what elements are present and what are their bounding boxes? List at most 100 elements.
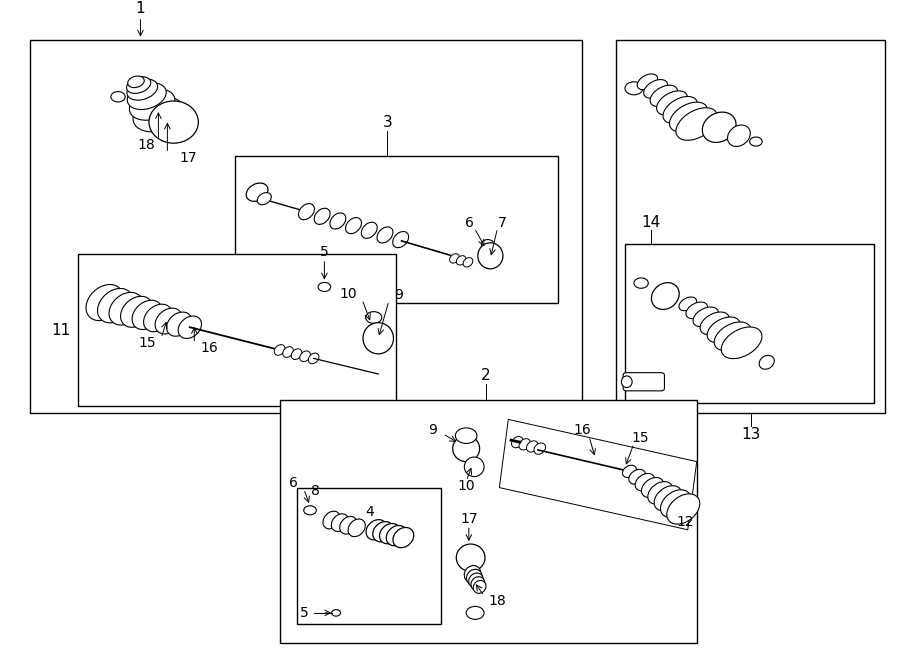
Text: 7: 7 xyxy=(498,215,507,230)
Circle shape xyxy=(304,506,316,515)
Ellipse shape xyxy=(166,312,192,336)
Ellipse shape xyxy=(380,524,400,544)
Ellipse shape xyxy=(661,490,690,518)
Ellipse shape xyxy=(330,213,346,229)
Text: 10: 10 xyxy=(457,479,475,493)
Text: 5: 5 xyxy=(320,245,328,259)
Ellipse shape xyxy=(715,322,752,350)
Ellipse shape xyxy=(679,297,697,311)
Bar xyxy=(235,157,558,303)
Ellipse shape xyxy=(127,77,151,93)
Ellipse shape xyxy=(693,307,718,327)
Ellipse shape xyxy=(727,125,751,147)
Bar xyxy=(625,244,875,403)
Ellipse shape xyxy=(526,441,538,452)
Text: 6: 6 xyxy=(465,215,474,230)
Text: 2: 2 xyxy=(482,368,490,383)
Ellipse shape xyxy=(373,522,393,542)
FancyBboxPatch shape xyxy=(623,373,664,391)
Ellipse shape xyxy=(473,580,486,594)
Ellipse shape xyxy=(721,327,762,359)
Circle shape xyxy=(455,428,477,444)
Ellipse shape xyxy=(657,91,688,115)
Text: 16: 16 xyxy=(574,424,591,438)
Circle shape xyxy=(482,239,494,249)
Text: 15: 15 xyxy=(138,336,156,350)
Circle shape xyxy=(634,278,648,288)
Ellipse shape xyxy=(760,356,774,369)
Ellipse shape xyxy=(128,76,144,88)
Ellipse shape xyxy=(652,283,680,309)
Ellipse shape xyxy=(363,323,393,354)
Ellipse shape xyxy=(676,108,717,140)
Ellipse shape xyxy=(149,101,198,143)
Circle shape xyxy=(466,606,484,619)
Text: 18: 18 xyxy=(489,594,507,608)
Text: 8: 8 xyxy=(310,484,320,498)
Ellipse shape xyxy=(127,83,166,110)
Ellipse shape xyxy=(86,284,123,321)
Ellipse shape xyxy=(667,494,700,524)
Text: 4: 4 xyxy=(364,504,373,519)
Ellipse shape xyxy=(629,469,645,484)
Text: 17: 17 xyxy=(179,151,197,165)
Bar xyxy=(280,400,697,643)
Ellipse shape xyxy=(654,486,681,511)
Text: 13: 13 xyxy=(741,427,760,442)
Ellipse shape xyxy=(257,192,271,205)
Ellipse shape xyxy=(637,74,658,90)
Ellipse shape xyxy=(314,208,330,224)
Text: 17: 17 xyxy=(460,512,478,526)
Circle shape xyxy=(625,82,643,95)
Ellipse shape xyxy=(309,353,319,364)
Ellipse shape xyxy=(642,477,663,498)
Ellipse shape xyxy=(519,439,530,450)
Ellipse shape xyxy=(300,351,310,362)
Ellipse shape xyxy=(133,97,184,132)
Ellipse shape xyxy=(534,443,545,454)
Ellipse shape xyxy=(644,79,668,98)
Ellipse shape xyxy=(283,347,293,358)
Text: 6: 6 xyxy=(289,476,298,490)
Text: 3: 3 xyxy=(382,114,392,130)
Ellipse shape xyxy=(132,300,162,330)
Ellipse shape xyxy=(511,436,523,447)
Ellipse shape xyxy=(686,302,707,319)
Ellipse shape xyxy=(121,296,152,327)
Ellipse shape xyxy=(650,85,678,106)
Circle shape xyxy=(318,282,330,292)
Text: 9: 9 xyxy=(394,288,403,303)
Ellipse shape xyxy=(339,516,357,534)
Ellipse shape xyxy=(386,525,407,546)
Ellipse shape xyxy=(247,183,268,202)
Ellipse shape xyxy=(274,344,284,355)
Ellipse shape xyxy=(450,254,459,263)
Ellipse shape xyxy=(456,256,466,265)
Ellipse shape xyxy=(478,243,503,269)
Ellipse shape xyxy=(464,258,472,267)
Ellipse shape xyxy=(366,520,387,540)
Circle shape xyxy=(111,92,125,102)
Circle shape xyxy=(331,609,340,616)
Ellipse shape xyxy=(670,102,707,132)
Ellipse shape xyxy=(155,308,182,334)
Ellipse shape xyxy=(144,304,172,332)
Ellipse shape xyxy=(663,97,698,124)
Ellipse shape xyxy=(393,527,414,548)
Polygon shape xyxy=(500,420,697,529)
Bar xyxy=(77,254,396,407)
Ellipse shape xyxy=(466,569,482,585)
Ellipse shape xyxy=(130,89,175,120)
Text: 9: 9 xyxy=(428,423,436,437)
Ellipse shape xyxy=(97,288,133,323)
Ellipse shape xyxy=(700,312,729,334)
Text: 14: 14 xyxy=(642,215,661,230)
Text: 12: 12 xyxy=(676,515,694,529)
Ellipse shape xyxy=(623,465,636,477)
Text: 11: 11 xyxy=(51,323,70,338)
Ellipse shape xyxy=(702,112,736,143)
Ellipse shape xyxy=(648,482,672,504)
Ellipse shape xyxy=(346,217,362,234)
Ellipse shape xyxy=(471,577,484,590)
Ellipse shape xyxy=(178,316,202,338)
